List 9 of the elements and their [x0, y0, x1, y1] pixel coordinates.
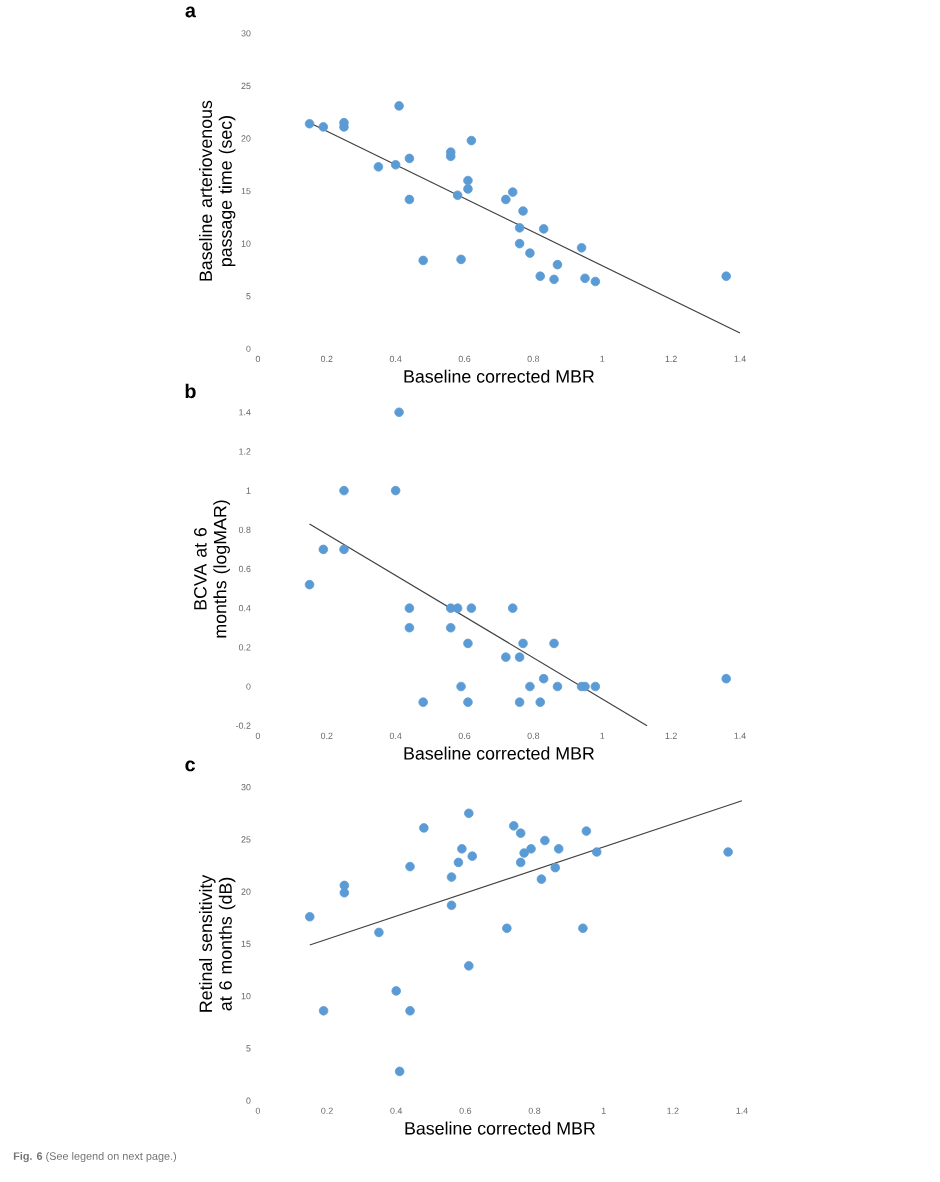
- y-axis-title: BCVA at 6 months (logMAR): [193, 500, 230, 638]
- chart-title: c: [185, 760, 195, 772]
- y-axis-title: Retinal sensitivity at 6 months (dB): [198, 874, 236, 1012]
- x-axis-title: Baseline corrected MBR: [404, 746, 594, 760]
- x-axis-title: Baseline corrected MBR: [405, 1121, 595, 1135]
- x-axis-title: Baseline corrected MBR: [404, 369, 594, 383]
- chart-title: a: [185, 6, 196, 18]
- y-axis-title: Baseline arteriovenous passage time (sec): [198, 100, 236, 281]
- chart-title: b: [185, 383, 196, 399]
